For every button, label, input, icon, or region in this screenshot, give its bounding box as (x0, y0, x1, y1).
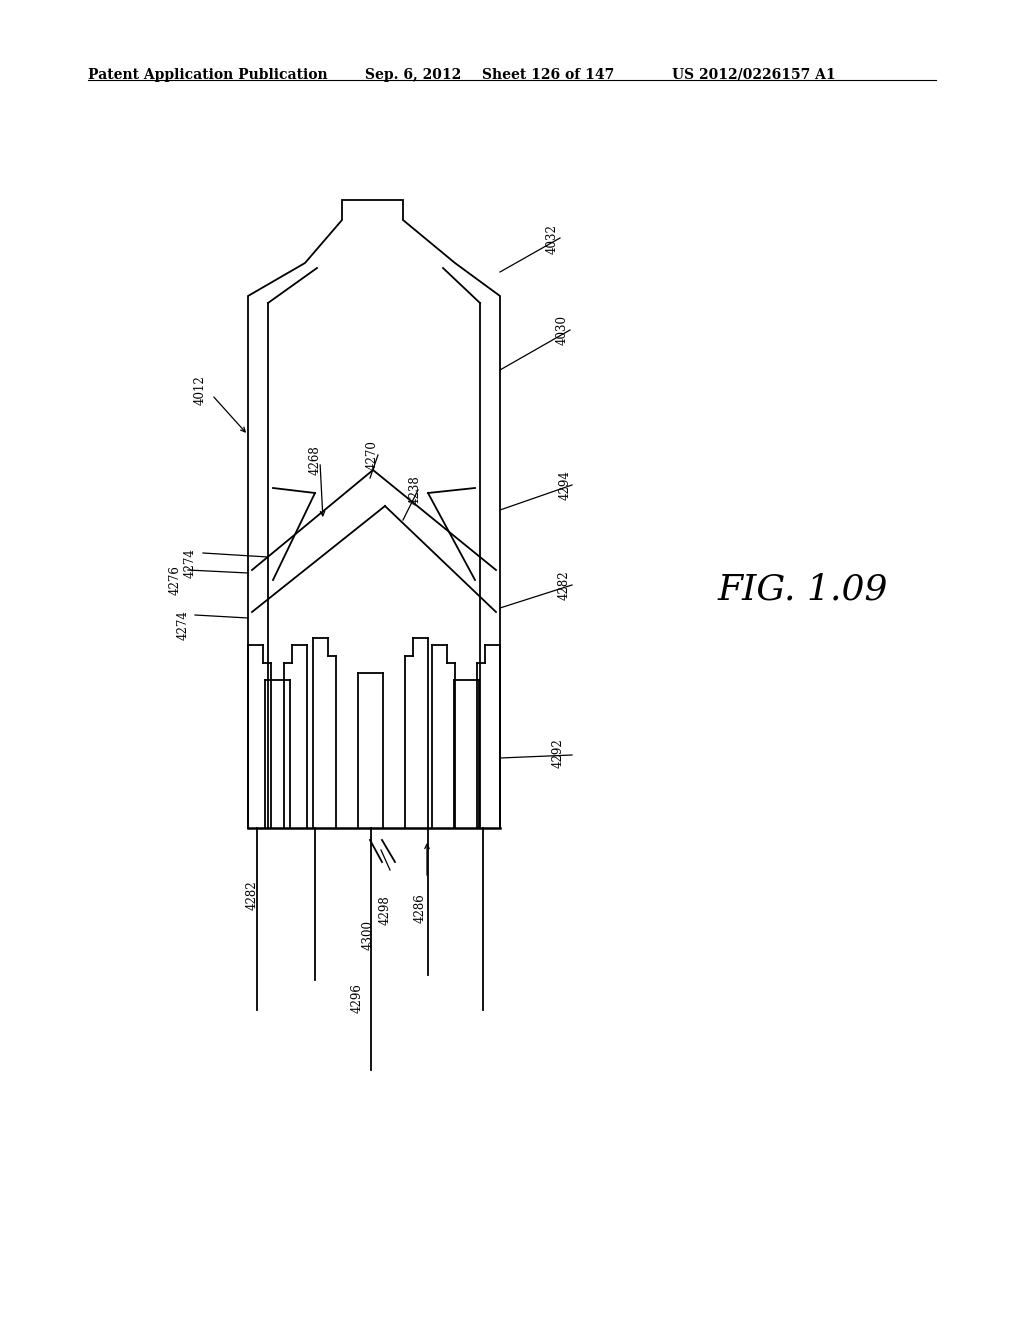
Text: Patent Application Publication: Patent Application Publication (88, 69, 328, 82)
Text: 4300: 4300 (361, 920, 375, 950)
Text: 4274: 4274 (176, 610, 189, 640)
Text: 4268: 4268 (308, 445, 322, 475)
Text: 4292: 4292 (552, 738, 564, 768)
Text: 4270: 4270 (366, 440, 379, 470)
Text: 4296: 4296 (350, 983, 364, 1012)
Text: 4030: 4030 (555, 315, 568, 345)
Text: 4012: 4012 (194, 375, 207, 405)
Text: 4286: 4286 (414, 894, 427, 923)
Text: Sep. 6, 2012: Sep. 6, 2012 (365, 69, 461, 82)
Text: Sheet 126 of 147: Sheet 126 of 147 (482, 69, 614, 82)
Text: 4282: 4282 (246, 880, 258, 909)
Text: 4294: 4294 (558, 470, 571, 500)
Text: 4238: 4238 (409, 475, 422, 504)
Text: 4276: 4276 (169, 565, 181, 595)
Text: 4274: 4274 (183, 548, 197, 578)
Text: 4032: 4032 (546, 224, 558, 253)
Text: 4282: 4282 (557, 570, 570, 599)
Text: US 2012/0226157 A1: US 2012/0226157 A1 (672, 69, 836, 82)
Text: FIG. 1.09: FIG. 1.09 (718, 573, 889, 607)
Text: 4298: 4298 (379, 895, 391, 925)
